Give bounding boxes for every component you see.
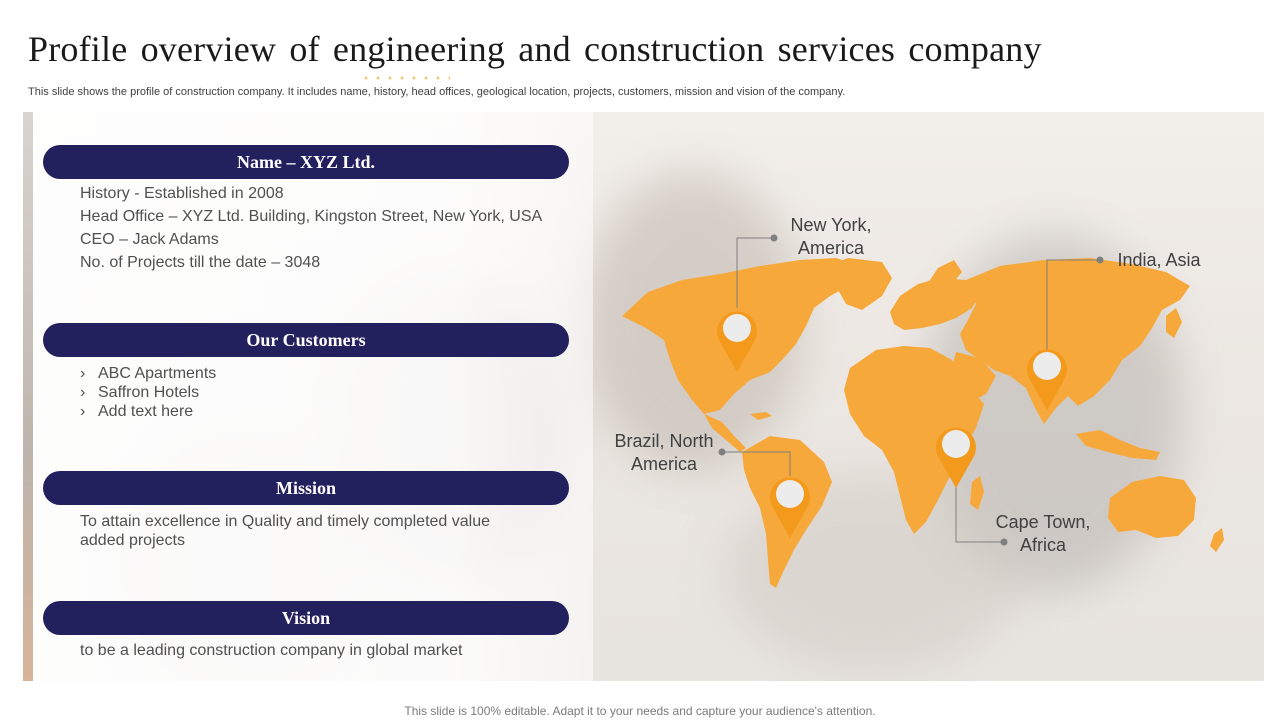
list-item: › Saffron Hotels [80,384,200,401]
history-line: History - Established in 2008 [80,185,284,202]
label-india: India, Asia [1117,250,1201,270]
map-pin-icon [717,311,757,372]
chevron-right-icon: › [80,365,86,382]
label-brazil: Brazil, North America [614,431,714,474]
label-cape-town: Cape Town, Africa [995,512,1091,555]
title-decoration-dots [360,76,450,80]
slide-footer: This slide is 100% editable. Adapt it to… [404,704,876,718]
name-header-bar: Name – XYZ Ltd. [43,145,569,179]
world-map [622,234,1224,588]
leader-dots [718,234,1104,546]
vision-line: to be a leading construction company in … [80,642,463,659]
chevron-right-icon: › [80,384,86,401]
projects-line: No. of Projects till the date – 3048 [80,254,321,271]
mission-line: added projects [80,532,185,549]
vision-header-bar: Vision [43,601,569,635]
mission-line: To attain excellence in Quality and time… [80,513,490,530]
leader-lines [722,237,1100,543]
list-item: › ABC Apartments [80,365,217,382]
map-pin-icon [770,477,810,538]
map-landmass [622,258,1224,588]
customers-list: › ABC Apartments › Saffron Hotels › Add tex… [80,364,216,421]
vision-text: to be a leading construction company in … [80,641,462,660]
customers-header-bar: Our Customers [43,323,569,357]
company-details: History - Established in 2008 Head Offic… [80,182,542,274]
mission-text: To attain excellence in Quality and time… [80,512,490,550]
label-new-york: New York, America [790,215,872,258]
head-office-line: Head Office – XYZ Ltd. Building, Kingsto… [80,208,543,225]
map-pin-icon [936,427,976,488]
chevron-right-icon: › [80,403,86,420]
map-pin-icon [1027,349,1067,410]
mission-header-bar: Mission [43,471,569,505]
slide-title: Profile overview of engineering and cons… [28,29,1042,69]
ceo-line: CEO – Jack Adams [80,231,219,248]
list-item: › Add text here [80,403,194,420]
slide-subtitle: This slide shows the profile of construc… [28,86,846,98]
text-panel-overlay [33,112,593,681]
photo-left-strip [23,112,33,681]
